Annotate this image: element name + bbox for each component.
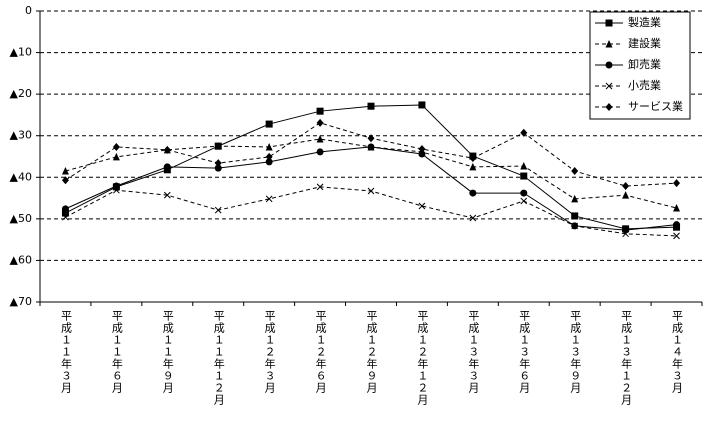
marker: [605, 103, 613, 111]
marker: [316, 183, 324, 191]
marker: [673, 204, 681, 212]
marker: [112, 142, 120, 151]
marker: [163, 163, 171, 171]
legend-label: サービス業: [628, 100, 683, 113]
marker: [520, 128, 528, 137]
series-line: [65, 122, 677, 187]
marker: [571, 212, 579, 220]
legend-label: 建設業: [628, 36, 661, 50]
marker: [214, 159, 222, 168]
marker: [61, 205, 69, 213]
marker: [418, 101, 426, 109]
x-tick-label: 平成１４年３月: [671, 310, 684, 394]
marker: [469, 154, 477, 163]
marker: [163, 145, 171, 154]
marker: [418, 150, 426, 158]
x-tick-label: 平成１３年３月: [467, 310, 480, 394]
marker: [113, 186, 120, 194]
marker: [316, 148, 324, 156]
marker: [61, 176, 69, 185]
marker: [316, 107, 324, 115]
x-tick-label: 平成１２年１２月: [416, 310, 429, 406]
marker: [316, 135, 324, 143]
y-tick-label: ▲20: [10, 87, 32, 100]
marker: [367, 102, 375, 110]
marker: [571, 222, 579, 230]
legend-label: 製造業: [628, 15, 661, 29]
x-tick-label: 平成１２年３月: [263, 310, 276, 394]
marker: [418, 145, 426, 154]
marker: [367, 134, 375, 143]
y-tick-label: 0: [25, 4, 32, 17]
marker: [112, 182, 120, 190]
marker: [469, 214, 477, 222]
x-tick-label: 平成１３年６月: [518, 310, 531, 394]
y-tick-label: ▲50: [10, 212, 32, 225]
marker: [673, 221, 681, 229]
series-line: [65, 146, 677, 231]
marker: [265, 195, 273, 203]
y-tick-label: ▲30: [10, 129, 32, 142]
marker: [605, 40, 613, 48]
marker: [605, 19, 613, 27]
marker: [571, 167, 579, 176]
marker: [61, 167, 69, 175]
x-tick-label: 平成１１年１２月: [212, 310, 225, 406]
marker: [367, 143, 375, 151]
marker: [265, 142, 273, 151]
marker: [367, 187, 375, 195]
y-tick-label: ▲60: [10, 253, 32, 266]
series-line: [65, 104, 677, 230]
marker: [469, 189, 477, 197]
x-tick-label: 平成１２年６月: [314, 310, 327, 394]
marker: [265, 120, 273, 128]
marker: [62, 213, 69, 221]
marker: [61, 209, 69, 217]
marker: [520, 172, 528, 180]
marker: [265, 158, 273, 166]
marker: [163, 191, 171, 199]
marker: [622, 191, 630, 199]
marker: [622, 182, 630, 191]
legend-label: 小売業: [628, 79, 661, 92]
marker: [316, 118, 324, 127]
x-tick-label: 平成１３年１２月: [620, 310, 633, 406]
legend-label: 卸売業: [628, 57, 661, 71]
marker: [605, 82, 613, 90]
marker: [418, 202, 426, 210]
x-tick-label: 平成１１年３月: [59, 310, 72, 394]
marker: [520, 197, 528, 205]
marker: [673, 179, 681, 188]
y-tick-label: ▲40: [10, 170, 32, 183]
marker: [469, 162, 477, 171]
marker: [214, 206, 222, 214]
marker: [520, 189, 528, 197]
marker: [571, 194, 579, 203]
y-tick-label: ▲70: [10, 295, 32, 308]
marker: [214, 164, 222, 172]
x-tick-label: 平成１１年９月: [161, 310, 174, 394]
y-tick-label: ▲10: [10, 46, 32, 59]
marker: [622, 230, 629, 238]
x-tick-label: 平成１３年９月: [569, 310, 582, 394]
marker: [622, 226, 630, 234]
marker: [265, 152, 273, 161]
marker: [673, 232, 680, 240]
x-tick-label: 平成１２年９月: [365, 310, 378, 394]
marker: [605, 61, 613, 69]
series-line: [65, 186, 677, 237]
marker: [214, 142, 222, 150]
marker: [520, 162, 528, 170]
marker: [112, 152, 120, 161]
x-tick-label: 平成１１年６月: [110, 310, 123, 394]
